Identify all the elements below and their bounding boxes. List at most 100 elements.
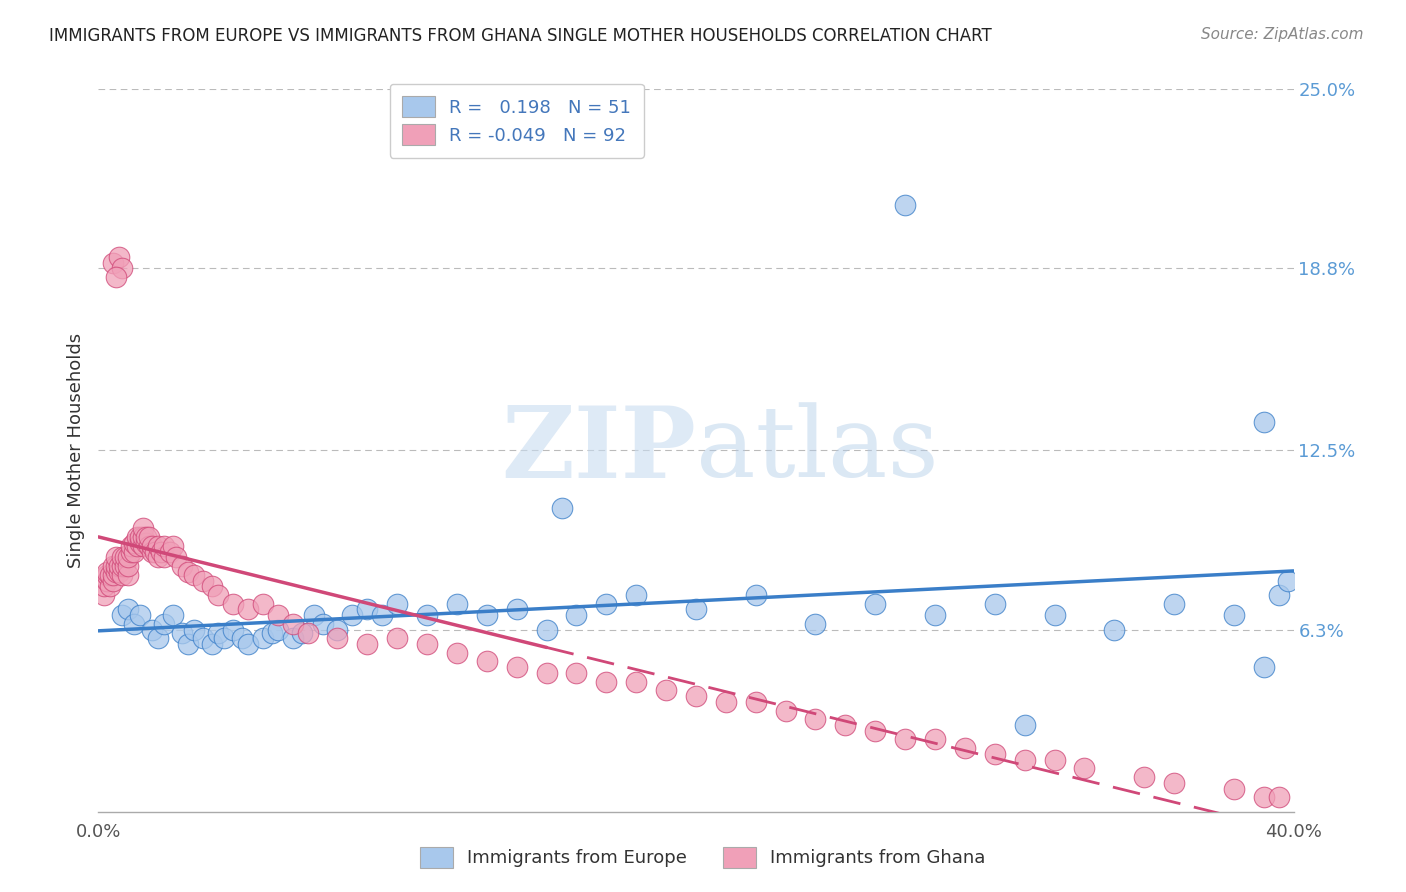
Point <box>834 718 856 732</box>
Point <box>111 567 134 582</box>
Point <box>183 567 205 582</box>
Point <box>148 632 170 646</box>
Point <box>714 695 737 709</box>
Point <box>326 623 349 637</box>
Point <box>141 539 163 553</box>
Point <box>201 579 224 593</box>
Point <box>114 550 136 565</box>
Point <box>108 250 131 264</box>
Point <box>1043 608 1066 623</box>
Point <box>506 660 529 674</box>
Point <box>98 567 122 582</box>
Point <box>1267 588 1289 602</box>
Point <box>111 261 134 276</box>
Point <box>1104 623 1126 637</box>
Point <box>108 559 131 574</box>
Point <box>1014 718 1036 732</box>
Point <box>865 723 887 738</box>
Point <box>356 602 378 616</box>
Point <box>1253 660 1275 674</box>
Point <box>222 623 245 637</box>
Point <box>475 608 498 623</box>
Point <box>201 637 224 651</box>
Point <box>506 602 529 616</box>
Point <box>252 597 274 611</box>
Point <box>1277 574 1299 588</box>
Point <box>446 597 468 611</box>
Point <box>120 544 142 558</box>
Point <box>550 501 572 516</box>
Legend: Immigrants from Europe, Immigrants from Ghana: Immigrants from Europe, Immigrants from … <box>409 836 997 879</box>
Point <box>231 632 253 646</box>
Point <box>291 625 314 640</box>
Point <box>894 198 917 212</box>
Point <box>177 637 200 651</box>
Point <box>1223 608 1246 623</box>
Point <box>655 683 678 698</box>
Point <box>1253 415 1275 429</box>
Point <box>685 689 707 703</box>
Point <box>138 539 160 553</box>
Point <box>111 608 134 623</box>
Point <box>141 544 163 558</box>
Point <box>953 741 976 756</box>
Point <box>342 608 364 623</box>
Text: IMMIGRANTS FROM EUROPE VS IMMIGRANTS FROM GHANA SINGLE MOTHER HOUSEHOLDS CORRELA: IMMIGRANTS FROM EUROPE VS IMMIGRANTS FRO… <box>49 27 993 45</box>
Point <box>536 665 558 680</box>
Point <box>172 625 194 640</box>
Point <box>222 597 245 611</box>
Point <box>159 544 181 558</box>
Point <box>111 550 134 565</box>
Point <box>356 637 378 651</box>
Point <box>103 574 125 588</box>
Point <box>105 550 128 565</box>
Point <box>252 632 274 646</box>
Point <box>207 625 229 640</box>
Point <box>626 588 648 602</box>
Text: atlas: atlas <box>696 402 939 499</box>
Point <box>114 559 136 574</box>
Point <box>1163 776 1185 790</box>
Point <box>165 550 187 565</box>
Point <box>416 608 439 623</box>
Point <box>153 539 176 553</box>
Point <box>385 632 409 646</box>
Point <box>475 655 498 669</box>
Point <box>984 597 1007 611</box>
Point <box>984 747 1007 761</box>
Point <box>105 565 128 579</box>
Point <box>98 579 122 593</box>
Point <box>105 559 128 574</box>
Point <box>148 539 170 553</box>
Point <box>446 646 468 660</box>
Point <box>162 608 184 623</box>
Point <box>124 616 146 631</box>
Point <box>96 567 118 582</box>
Legend: R =   0.198   N = 51, R = -0.049   N = 92: R = 0.198 N = 51, R = -0.049 N = 92 <box>389 84 644 158</box>
Point <box>148 550 170 565</box>
Point <box>141 623 163 637</box>
Point <box>1014 753 1036 767</box>
Point <box>804 616 827 631</box>
Point <box>96 565 118 579</box>
Point <box>105 270 128 285</box>
Point <box>924 608 946 623</box>
Point <box>138 530 160 544</box>
Point <box>924 732 946 747</box>
Point <box>191 632 214 646</box>
Y-axis label: Single Mother Households: Single Mother Households <box>66 333 84 568</box>
Point <box>150 544 173 558</box>
Point <box>177 565 200 579</box>
Text: ZIP: ZIP <box>501 402 696 499</box>
Point <box>129 530 152 544</box>
Point <box>1267 790 1289 805</box>
Point <box>894 732 917 747</box>
Point <box>117 602 139 616</box>
Point <box>135 536 157 550</box>
Point <box>536 623 558 637</box>
Point <box>371 608 394 623</box>
Point <box>267 623 290 637</box>
Point <box>93 579 115 593</box>
Point <box>297 625 319 640</box>
Point <box>1163 597 1185 611</box>
